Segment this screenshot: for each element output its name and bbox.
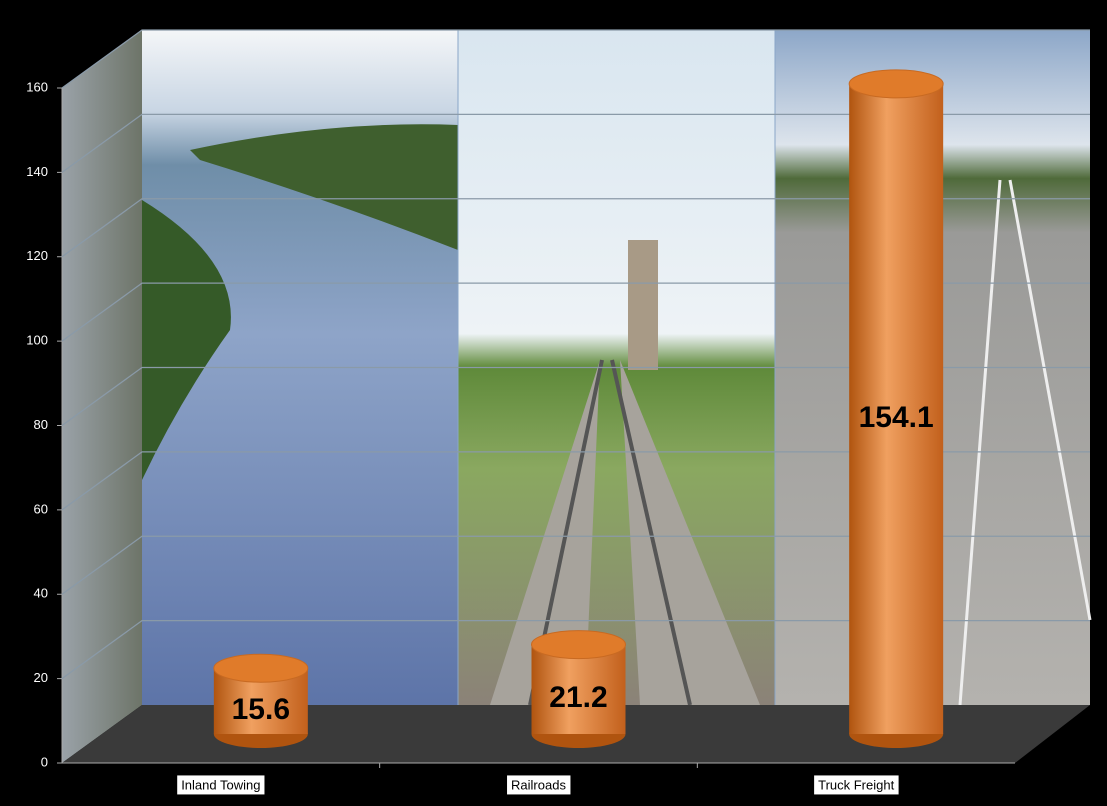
x-label-box <box>177 775 265 795</box>
y-tick-label: 120 <box>26 248 48 263</box>
bar-top <box>848 69 944 99</box>
bar <box>531 644 626 734</box>
bar-top <box>213 653 309 683</box>
river-bank <box>142 200 231 480</box>
grid-line <box>61 198 1090 258</box>
bar-top <box>531 630 626 660</box>
y-tick-label: 80 <box>34 417 48 432</box>
x-label-box <box>507 775 571 795</box>
x-label-box <box>814 775 899 795</box>
gravel <box>490 360 760 705</box>
river-bank <box>190 124 458 250</box>
y-tick-label: 20 <box>34 670 48 685</box>
grid-line <box>61 619 1090 680</box>
value-label: 15.6 <box>232 693 290 726</box>
x-tick-label: Inland Towing <box>181 777 260 792</box>
y-tick-label: 0 <box>41 754 48 769</box>
y-tick-label: 100 <box>26 333 48 348</box>
x-tick-label: Truck Freight <box>818 777 894 792</box>
bar <box>849 83 944 734</box>
road-lines <box>958 179 1092 706</box>
x-tick-label: Railroads <box>511 777 566 792</box>
grid-line <box>61 113 1090 173</box>
value-label: 154.1 <box>859 401 934 434</box>
silo <box>628 240 658 370</box>
y-tick-label: 140 <box>26 164 48 179</box>
grid-line <box>61 451 1090 511</box>
grid-line <box>61 366 1090 427</box>
y-tick-label: 160 <box>26 79 48 94</box>
y-tick-label: 60 <box>34 501 48 516</box>
y-tick-label: 40 <box>34 586 48 601</box>
grid-line <box>61 282 1090 342</box>
value-label: 21.2 <box>549 681 607 714</box>
grid-line <box>61 29 1090 89</box>
grid-line <box>61 535 1090 595</box>
